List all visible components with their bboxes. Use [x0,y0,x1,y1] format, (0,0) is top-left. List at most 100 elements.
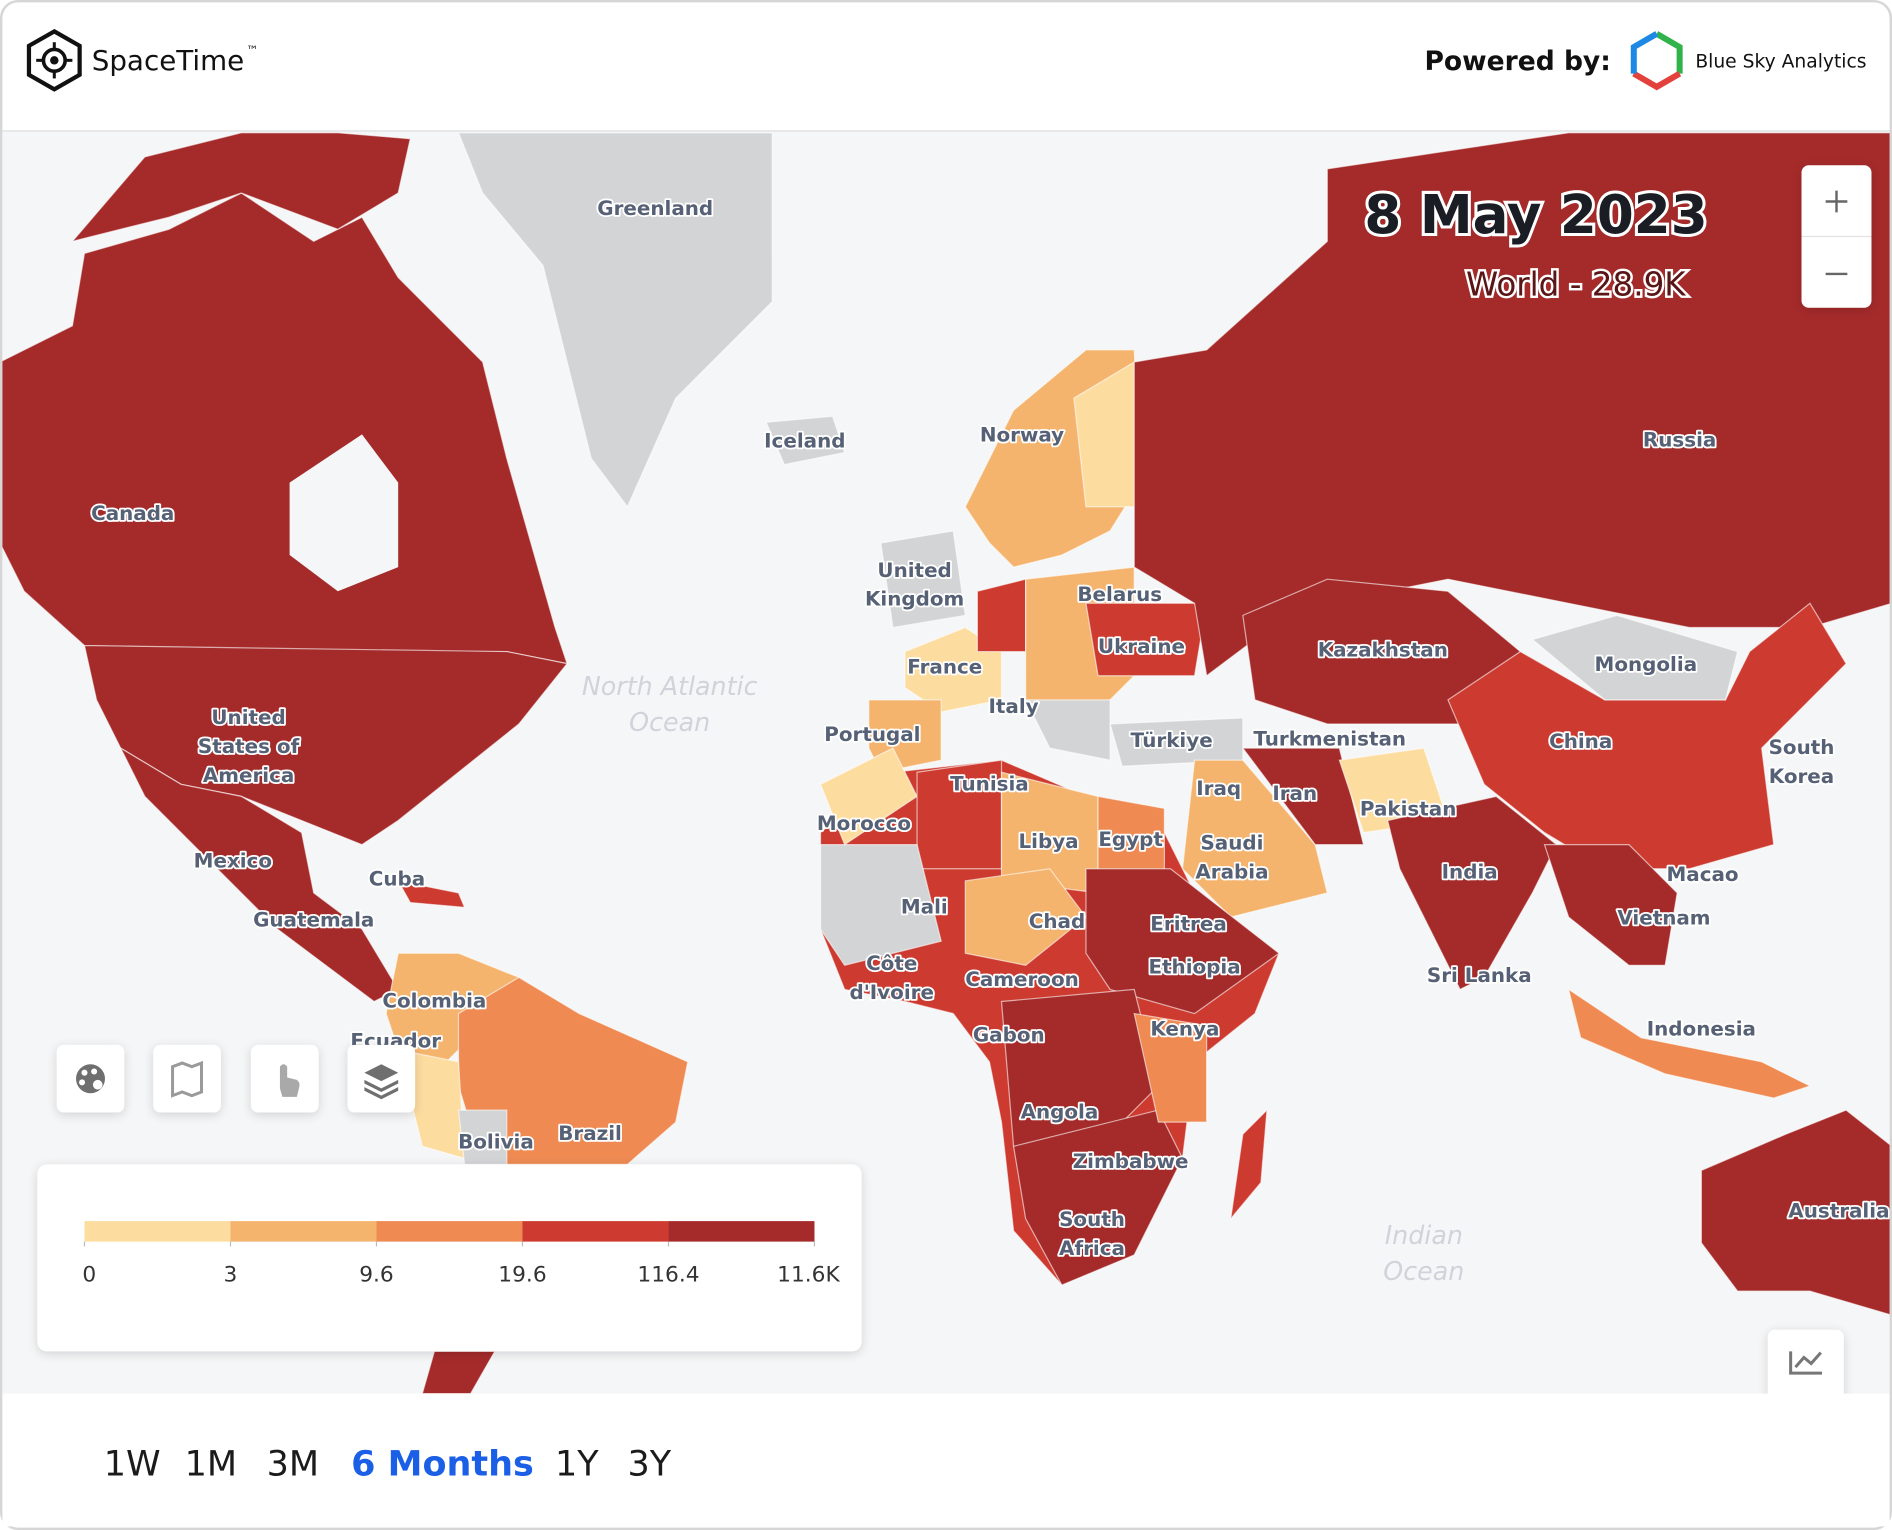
country-label: Egypt [1098,828,1163,851]
country-label: Vietnam [1617,906,1710,929]
country-label: Indonesia [1647,1017,1756,1040]
country-label: Ethiopia [1148,956,1240,979]
country-label: Kingdom [865,588,964,611]
country-shape[interactable] [119,746,400,1003]
country-label: Norway [980,424,1064,447]
time-range-option[interactable]: 1W [104,1445,161,1485]
country-shape[interactable] [1085,602,1208,677]
country-label: Kazakhstan [1318,638,1448,661]
country-label: Morocco [817,812,911,835]
map-summary: World - 28.9K [1466,266,1687,304]
legend-tick-label: 9.6 [359,1262,394,1287]
country-label: Zimbabwe [1073,1150,1189,1173]
country-label: United [877,559,951,582]
country-shape[interactable] [976,578,1027,653]
map-date: 8 May 2023 [1364,184,1707,246]
country-shape[interactable] [1085,868,1281,1015]
country-label: Saudi [1200,831,1263,854]
country-shape[interactable] [819,844,942,966]
country-label: South [1769,736,1835,759]
country-label: Portugal [824,723,920,746]
country-label: Italy [989,695,1039,718]
country-label: Türkiye [1131,729,1213,752]
country-shape[interactable] [457,1109,508,1165]
country-label: Colombia [382,990,486,1013]
legend-tick-label: 3 [224,1262,238,1287]
country-label: France [907,655,982,678]
country-label: Arabia [1195,860,1268,883]
brand-logo[interactable] [26,28,82,92]
country-label: China [1549,730,1612,753]
legend-swatch [376,1221,523,1242]
time-range-option[interactable]: 3M [267,1445,319,1485]
palette-icon [76,1064,105,1094]
country-label: d'Ivoire [849,981,933,1004]
map[interactable]: North Atlantic Ocean Indian Ocean Greenland I… [0,130,1892,1395]
ocean-label: Indian [1385,1220,1463,1250]
partner-name: Blue Sky Analytics [1695,52,1866,73]
country-label: Ukraine [1098,635,1185,658]
country-label: Iran [1272,782,1317,805]
zoom-in[interactable] [1825,190,1848,213]
country-shape[interactable] [1241,747,1365,846]
country-label: Tunisia [950,772,1029,795]
country-shape[interactable] [1133,1012,1208,1123]
time-range-option[interactable]: 6 Months [351,1445,534,1485]
legend-tick-label: 116.4 [637,1262,699,1287]
country-label: Angola [1021,1101,1099,1124]
country-shape[interactable] [457,132,773,508]
country-shape[interactable] [1133,132,1892,677]
country-label: Turkmenistan [1253,728,1406,751]
country-label: Côte [866,952,917,975]
country-shape[interactable] [397,879,466,909]
country-shape[interactable] [1543,844,1678,966]
country-label: Mongolia [1595,653,1698,676]
country-label: Australia [1788,1199,1889,1222]
country-shape[interactable] [1567,988,1812,1099]
country-label: South [1059,1208,1125,1231]
country-shape[interactable] [765,415,846,466]
country-label: Mali [901,895,948,918]
legend-swatch [522,1221,669,1242]
country-label: America [203,764,294,787]
legend-tick-label: 11.6K [777,1262,840,1287]
country-shape[interactable] [0,192,569,665]
brand-name: SpaceTime [92,44,244,77]
country-label: Libya [1019,830,1079,853]
legend-panel [37,1164,862,1352]
ocean-label: Ocean [1383,1256,1464,1286]
map-icon [171,1060,204,1098]
country-label: United [211,706,285,729]
country-shape[interactable] [70,132,411,243]
country-shape[interactable] [1531,614,1739,701]
legend-swatch [230,1221,377,1242]
legend-tick-label: 0 [82,1262,96,1287]
country-label: Kenya [1150,1017,1219,1040]
country-shape[interactable] [880,530,966,629]
country-label: Gabon [973,1023,1045,1046]
country-shape[interactable] [1700,1109,1892,1316]
country-shape[interactable] [964,868,1087,966]
time-range-option[interactable]: 1M [185,1445,237,1485]
map-button[interactable] [153,1044,221,1113]
country-label: States of [198,735,300,758]
country-label: Pakistan [1360,798,1456,821]
country-label: Cuba [369,868,425,891]
country-shape[interactable] [1024,699,1111,761]
time-range-selector: 1W 1M 3M 6 Months 1Y 3Y [104,1445,672,1485]
country-shape[interactable] [1229,1108,1268,1221]
time-range-option[interactable]: 3Y [627,1445,671,1485]
time-range-option[interactable]: 1Y [555,1445,599,1485]
country-label: Brazil [558,1122,622,1145]
country-label: Bolivia [458,1131,534,1154]
pointer-icon [279,1064,300,1097]
ocean-label: Ocean [629,707,710,737]
country-label: Guatemala [253,909,374,932]
legend-swatch [84,1221,231,1242]
hudson-bay [289,434,399,592]
trend-button[interactable] [1767,1329,1844,1407]
country-shape[interactable] [1386,795,1558,991]
legend-tick-label: 19.6 [498,1262,546,1287]
country-label: Greenland [597,197,713,220]
country-label: Mexico [194,850,272,873]
